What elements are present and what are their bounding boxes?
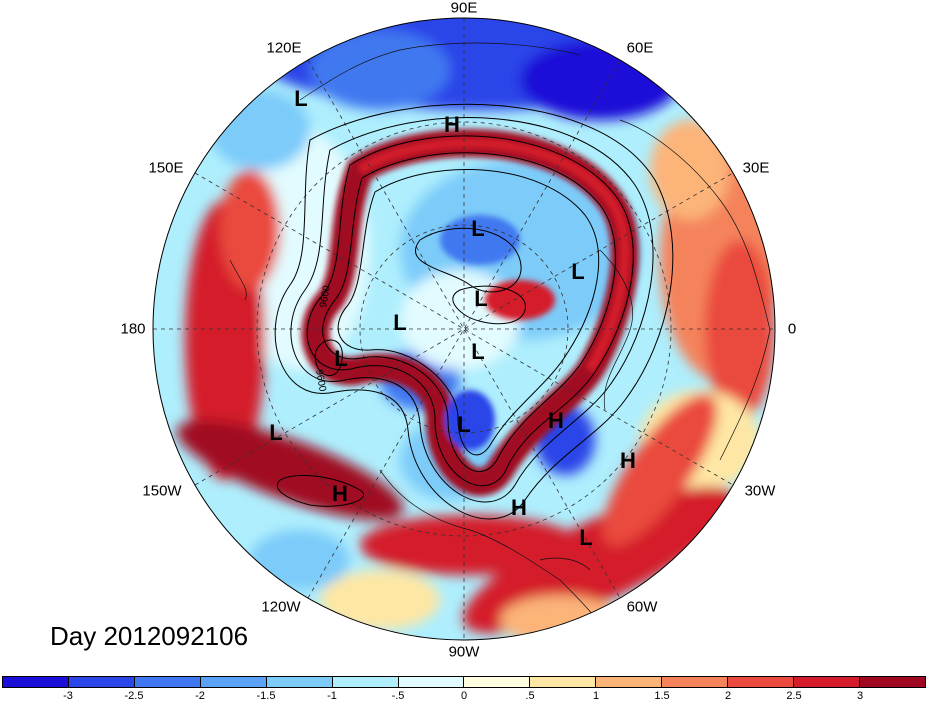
colorbar-swatch bbox=[332, 677, 399, 687]
colorbar-tick-label: -.5 bbox=[391, 690, 405, 702]
colorbar-tick-label: 1 bbox=[592, 690, 600, 702]
low-pressure-marker: L bbox=[269, 420, 283, 445]
lon-label-60e: 60E bbox=[626, 39, 654, 57]
colorbar-swatch bbox=[596, 677, 663, 687]
colorbar-tick-label: 0 bbox=[460, 690, 468, 702]
anomaly-field bbox=[153, 18, 775, 640]
colorbar-swatch bbox=[134, 677, 201, 687]
colorbar-swatch bbox=[530, 677, 597, 687]
colorbar-tick-label: 1.5 bbox=[654, 690, 670, 702]
map-boundary bbox=[152, 17, 776, 641]
colorbar-swatch bbox=[794, 677, 860, 687]
low-pressure-marker: L bbox=[457, 412, 471, 437]
colorbar-swatch bbox=[398, 677, 465, 687]
height-contours bbox=[274, 103, 674, 520]
colorbar-tick-label: -2.5 bbox=[124, 690, 144, 702]
colorbar-tick-label: 2.5 bbox=[786, 690, 802, 702]
colorbar-swatch bbox=[728, 677, 795, 687]
low-pressure-marker: L bbox=[579, 525, 593, 550]
day-label: Day 2012092106 bbox=[50, 621, 249, 651]
low-pressure-marker: L bbox=[294, 86, 308, 111]
colorbar-tick-label: 2 bbox=[724, 690, 732, 702]
low-pressure-marker: L bbox=[393, 310, 407, 335]
colorbar-swatch bbox=[662, 677, 729, 687]
lon-label-60w: 60W bbox=[626, 598, 658, 616]
lon-label-120w: 120W bbox=[261, 598, 301, 616]
lon-label-0: 0 bbox=[787, 320, 797, 338]
colorbar-tick-label: .5 bbox=[525, 690, 535, 702]
graticule bbox=[153, 18, 775, 640]
lon-label-120e: 120E bbox=[266, 39, 302, 57]
low-pressure-marker: L bbox=[471, 216, 485, 241]
colorbar-tick-label: -1.5 bbox=[256, 690, 276, 702]
high-pressure-marker: H bbox=[511, 495, 527, 520]
lon-label-30e: 30E bbox=[742, 159, 770, 177]
colorbar-swatch bbox=[68, 677, 135, 687]
colorbar-tick-label: -1 bbox=[327, 690, 337, 702]
low-pressure-marker: L bbox=[474, 286, 488, 311]
coastlines bbox=[229, 42, 771, 640]
colorbar-swatch bbox=[464, 677, 531, 687]
colorbar-tick-label: 3 bbox=[856, 690, 864, 702]
lon-label-150e: 150E bbox=[148, 159, 184, 177]
lon-label-180: 180 bbox=[120, 320, 146, 338]
lon-label-90w: 90W bbox=[448, 643, 480, 661]
colorbar bbox=[2, 676, 926, 688]
lon-label-90e: 90E bbox=[450, 0, 478, 17]
low-pressure-marker: L bbox=[571, 259, 585, 284]
colorbar-swatch bbox=[266, 677, 333, 687]
high-pressure-marker: H bbox=[620, 448, 636, 473]
low-pressure-marker: L bbox=[334, 346, 348, 371]
contour-label: 9600 bbox=[313, 369, 328, 393]
colorbar-tick-label: -3 bbox=[63, 690, 73, 702]
contour-label: 9600 bbox=[318, 284, 333, 308]
colorbar-swatch bbox=[3, 677, 69, 687]
lon-label-150w: 150W bbox=[142, 482, 182, 500]
colorbar-swatch bbox=[200, 677, 267, 687]
high-pressure-marker: H bbox=[444, 112, 460, 137]
colorbar-tick-label: -2 bbox=[195, 690, 205, 702]
high-pressure-marker: H bbox=[548, 408, 564, 433]
lon-label-30w: 30W bbox=[744, 482, 776, 500]
colorbar-swatch bbox=[859, 677, 925, 687]
high-pressure-marker: H bbox=[332, 481, 348, 506]
low-pressure-marker: L bbox=[471, 339, 485, 364]
